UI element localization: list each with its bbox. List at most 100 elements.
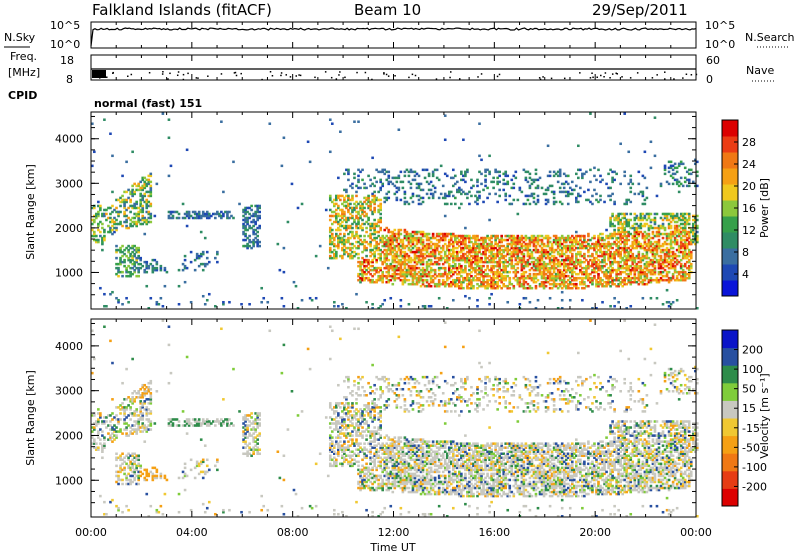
power-cell — [156, 261, 159, 264]
power-cell — [361, 179, 364, 182]
power-cell — [329, 219, 332, 222]
power-cell — [476, 179, 479, 182]
power-cell — [295, 285, 298, 288]
power-cell — [327, 267, 330, 270]
power-cell — [537, 299, 540, 302]
power-cell — [345, 189, 348, 192]
power-cell — [170, 165, 173, 168]
power-cell — [190, 261, 193, 264]
nave-point — [415, 75, 417, 77]
power-cell — [482, 189, 485, 192]
power-cell — [640, 265, 643, 268]
power-cell — [615, 173, 618, 176]
power-cell — [400, 229, 403, 232]
power-cell — [228, 211, 231, 214]
power-cell — [569, 299, 572, 302]
power-cell — [387, 171, 390, 174]
power-cell — [432, 233, 435, 236]
power-cell — [365, 255, 368, 258]
nave-point — [236, 75, 238, 77]
freq-label-line2: [MHz] — [8, 66, 40, 79]
nave-point — [339, 71, 341, 73]
power-cell — [329, 151, 332, 154]
power-cell — [194, 269, 197, 272]
velocity-cell — [97, 446, 100, 449]
power-cell — [478, 155, 481, 158]
velocity-cell — [111, 362, 114, 365]
power-cell — [662, 237, 665, 240]
power-cell — [184, 281, 187, 284]
power-cell — [363, 183, 366, 186]
power-cell — [521, 191, 524, 194]
power-cell — [472, 185, 475, 188]
power-cell — [555, 201, 558, 204]
power-cell — [414, 179, 417, 182]
nave-point — [656, 74, 658, 76]
power-cell — [525, 203, 528, 206]
power-cell — [573, 189, 576, 192]
power-cell — [339, 233, 342, 236]
nave-point — [261, 79, 263, 81]
power-cell — [629, 179, 632, 182]
power-cell — [398, 128, 401, 131]
power-cell — [168, 175, 171, 178]
power-cell — [575, 283, 578, 286]
power-y-label: Slant Range [km] — [24, 164, 37, 260]
power-cell — [444, 215, 447, 218]
noise-right-tick-bottom: 10^0 — [705, 38, 735, 51]
power-cell — [145, 271, 148, 274]
velocity-cell — [117, 507, 120, 510]
power-cell — [563, 187, 566, 190]
power-cell — [587, 189, 590, 192]
power-cell — [301, 299, 304, 302]
power-cell — [583, 235, 586, 238]
power-cell — [400, 233, 403, 236]
power-cell — [337, 305, 340, 308]
power-cell — [365, 187, 368, 190]
power-cell — [525, 271, 528, 274]
power-cell — [571, 253, 574, 256]
power-cell — [351, 215, 354, 218]
power-cell — [287, 221, 290, 224]
power-cell — [529, 301, 532, 304]
power-cell — [674, 163, 677, 166]
power-cell — [654, 155, 657, 158]
power-cell — [488, 155, 491, 158]
nave-point — [131, 74, 133, 76]
power-cell — [166, 271, 169, 274]
nave-point — [617, 73, 619, 75]
power-cell — [545, 285, 548, 288]
power-cell — [400, 305, 403, 308]
power-cell — [466, 197, 469, 200]
power-cell — [575, 231, 578, 234]
colorbar-tick-label: 24 — [742, 158, 756, 171]
power-cell — [115, 257, 118, 260]
power-cell — [444, 267, 447, 270]
power-cell — [258, 211, 261, 214]
power-cell — [379, 179, 382, 182]
velocity-cell — [111, 499, 114, 502]
power-cell — [486, 187, 489, 190]
power-cell — [156, 183, 159, 186]
power-cell — [408, 175, 411, 178]
power-cell — [424, 305, 427, 308]
power-cell — [111, 155, 114, 158]
power-cell — [341, 303, 344, 306]
nave-point — [540, 79, 542, 81]
power-cell — [654, 265, 657, 268]
power-cell — [587, 233, 590, 236]
power-cell — [670, 225, 673, 228]
velocity-cell — [99, 412, 102, 415]
power-cell — [111, 191, 114, 194]
power-cell — [607, 173, 610, 176]
colorbar-swatch — [722, 136, 738, 153]
power-cell — [351, 187, 354, 190]
power-cell — [476, 185, 479, 188]
nave-point — [603, 76, 605, 78]
power-cell — [668, 183, 671, 186]
nave-point — [664, 71, 666, 73]
power-cell — [115, 245, 118, 248]
velocity-cell — [103, 436, 106, 439]
power-cell — [668, 271, 671, 274]
noise-right-tick-top: 10^5 — [705, 19, 735, 32]
